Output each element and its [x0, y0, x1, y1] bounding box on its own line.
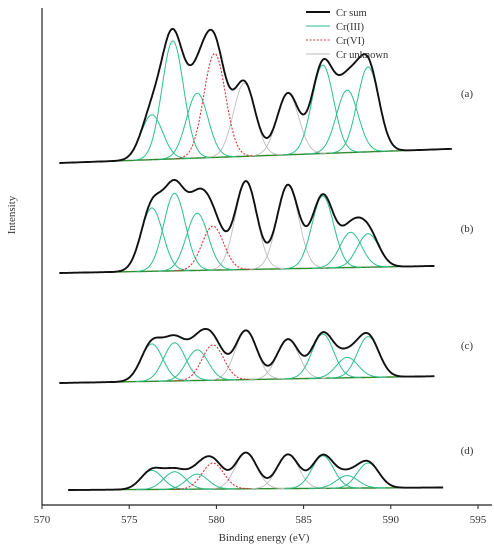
legend: Cr sum Cr(III) Cr(VI) Cr unknown: [306, 8, 389, 61]
legend-item: Cr sum: [336, 8, 367, 19]
cr-sum-line: [59, 327, 435, 384]
cr-unknown-peak: [207, 452, 285, 490]
cr3-peak: [136, 342, 213, 382]
panel-2: (b): [59, 178, 474, 274]
cr3-peak: [308, 475, 386, 489]
panel-label: (b): [461, 223, 474, 235]
x-tick-label: 575: [121, 514, 138, 526]
cr-sum-line: [68, 451, 444, 491]
cr3-peak: [136, 192, 213, 272]
cr3-peak: [113, 114, 191, 162]
cr-unknown-peak: [205, 82, 283, 159]
cr3-peak: [136, 471, 213, 490]
cr6-peak: [176, 53, 253, 160]
panel-4: (d): [68, 445, 474, 491]
cr6-peak: [174, 344, 252, 382]
spectra-panels: (a) (b) (c) (d): [59, 27, 474, 491]
x-tick-label: 595: [470, 514, 487, 526]
cr3-peak: [284, 64, 362, 156]
cr3-peak: [158, 92, 236, 160]
cr6-peak: [174, 225, 252, 272]
y-axis-label: Intensity: [6, 195, 18, 234]
axes: 570 575 580 585 590 595 Binding energy (eV) I…: [6, 8, 492, 544]
panel-label: (a): [461, 88, 474, 100]
cr6-peak: [174, 462, 252, 490]
cr-unknown-peak: [207, 181, 285, 271]
x-tick-label: 585: [295, 514, 312, 526]
panel-label: (d): [461, 445, 474, 457]
cr3-peak: [284, 333, 362, 380]
cr3-peak: [284, 195, 362, 270]
x-ticks: 570 575 580 585 590 595: [34, 505, 487, 526]
cr3-peak: [329, 336, 407, 379]
panel-3: (c): [59, 327, 474, 384]
cr3-peak: [134, 40, 212, 161]
cr3-peak: [312, 231, 390, 269]
cr3-peak: [158, 349, 236, 382]
cr3-peak: [284, 455, 362, 489]
cr3-peak: [113, 343, 191, 383]
x-tick-label: 580: [208, 514, 225, 526]
legend-item: Cr unknown: [336, 50, 389, 61]
cr-sum-line: [59, 178, 435, 274]
cr3-peak: [329, 462, 407, 489]
cr-unknown-peak: [249, 454, 327, 490]
x-tick-label: 590: [383, 514, 400, 526]
cr-unknown-peak: [207, 330, 285, 381]
legend-item: Cr(VI): [336, 36, 365, 47]
cr-unknown-peak: [249, 92, 327, 157]
x-axis-label: Binding energy (eV): [219, 532, 310, 544]
cr3-peak: [329, 66, 407, 154]
cr-sum-line: [59, 27, 452, 164]
cr3-peak: [308, 356, 386, 379]
panel-1: (a): [59, 27, 474, 164]
cr3-peak: [158, 212, 236, 272]
panel-label: (c): [461, 340, 474, 352]
cr-unknown-peak: [249, 184, 327, 270]
background-line: [59, 265, 435, 274]
cr3-peak: [158, 473, 236, 490]
background-line: [59, 148, 452, 164]
x-tick-label: 570: [34, 514, 51, 526]
cr3-peak: [308, 89, 386, 155]
legend-item: Cr(III): [336, 22, 364, 33]
